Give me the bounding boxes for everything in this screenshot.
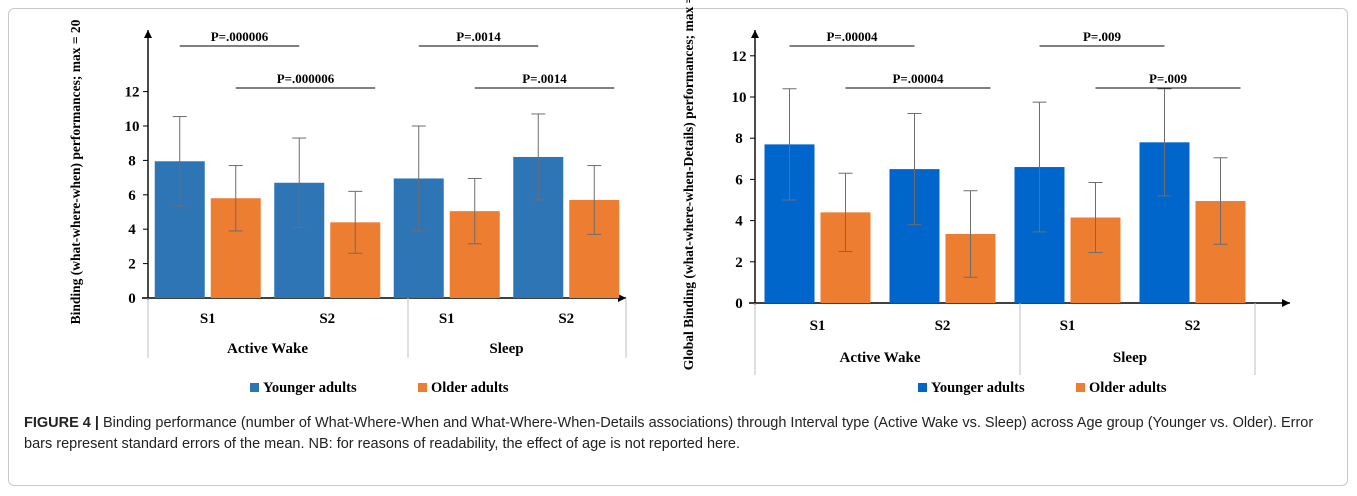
legend-swatch-younger bbox=[250, 383, 259, 392]
y-axis-label: Global Binding (what-where-when-Details)… bbox=[681, 0, 696, 370]
legend-label-younger: Younger adults bbox=[931, 380, 1025, 396]
legend-label-younger: Younger adults bbox=[263, 380, 357, 396]
chart-1: 0 2 4 6 8 10 12 Binding (what-where-when) perfo… bbox=[68, 19, 627, 396]
y-tick-label: 0 bbox=[735, 296, 743, 312]
x-tick-label: S2 bbox=[319, 311, 335, 327]
y-tick-label: 2 bbox=[128, 257, 136, 273]
legend-swatch-older bbox=[1076, 383, 1085, 392]
figure-charts: 0 2 4 6 8 10 12 Binding (what-where-when) perfo… bbox=[68, 0, 1290, 396]
y-tick-label: 10 bbox=[732, 90, 747, 106]
x-tick-label: S2 bbox=[935, 318, 951, 334]
group-label: Active Wake bbox=[227, 341, 308, 357]
y-axis-label: Binding (what-where-when) performances; … bbox=[68, 19, 83, 324]
x-tick-label: S2 bbox=[1185, 318, 1201, 334]
x-axis-arrow bbox=[1282, 299, 1290, 307]
significance-label: P=.000006 bbox=[211, 29, 269, 44]
significance-label: P=.009 bbox=[1149, 71, 1188, 86]
y-tick-label: 8 bbox=[128, 153, 136, 169]
y-tick-label: 6 bbox=[735, 172, 743, 188]
group-label: Active Wake bbox=[840, 350, 921, 366]
significance-label: P=.00004 bbox=[892, 71, 944, 86]
figure-caption: FIGURE 4 | Binding performance (number o… bbox=[24, 413, 1334, 455]
chart-2: 0 2 4 6 8 10 12 Global Binding (what-where-when… bbox=[681, 0, 1290, 396]
significance-label: P=.000006 bbox=[277, 71, 335, 86]
x-tick-label: S1 bbox=[200, 311, 216, 327]
y-tick-label: 4 bbox=[735, 214, 743, 230]
y-tick-label: 4 bbox=[128, 222, 136, 238]
y-tick-label: 0 bbox=[128, 291, 136, 307]
y-axis-arrow bbox=[144, 30, 152, 38]
x-axis-arrow bbox=[618, 294, 626, 302]
significance-label: P=.0014 bbox=[456, 29, 501, 44]
y-tick-label: 2 bbox=[735, 255, 743, 271]
significance-label: P=.009 bbox=[1083, 29, 1122, 44]
caption-text: Binding performance (number of What-Wher… bbox=[24, 415, 1314, 452]
y-tick-label: 8 bbox=[735, 131, 743, 147]
x-tick-label: S1 bbox=[439, 311, 455, 327]
group-label: Sleep bbox=[1113, 350, 1147, 366]
legend-label-older: Older adults bbox=[431, 380, 509, 396]
x-tick-label: S2 bbox=[558, 311, 574, 327]
legend-label-older: Older adults bbox=[1089, 380, 1167, 396]
y-axis-arrow bbox=[751, 30, 759, 38]
x-tick-label: S1 bbox=[810, 318, 826, 334]
legend-swatch-younger bbox=[918, 383, 927, 392]
figure-frame bbox=[8, 8, 1348, 486]
group-label: Sleep bbox=[489, 341, 523, 357]
legend-swatch-older bbox=[418, 383, 427, 392]
x-tick-label: S1 bbox=[1060, 318, 1076, 334]
y-tick-label: 12 bbox=[125, 85, 140, 101]
y-tick-label: 6 bbox=[128, 188, 136, 204]
significance-label: P=.0014 bbox=[522, 71, 567, 86]
y-tick-label: 10 bbox=[125, 119, 140, 135]
significance-label: P=.00004 bbox=[826, 29, 878, 44]
y-tick-label: 12 bbox=[732, 49, 747, 65]
caption-figure-label: FIGURE 4 | bbox=[24, 415, 99, 431]
